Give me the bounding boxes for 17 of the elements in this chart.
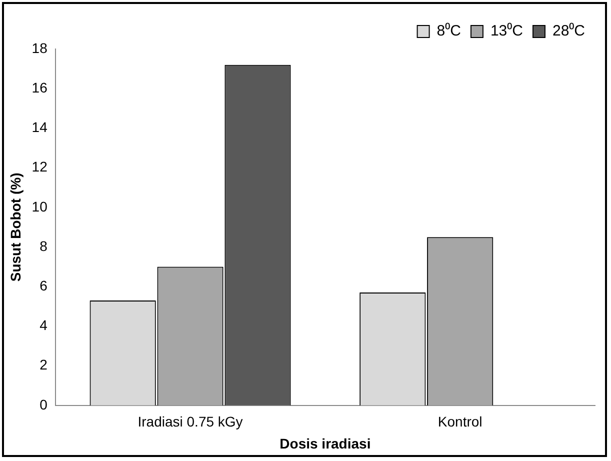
y-tick-label: 2 bbox=[40, 356, 48, 373]
y-tick-label: 6 bbox=[40, 277, 48, 294]
y-tick-label: 0 bbox=[40, 396, 48, 412]
legend-label: 13⁰C bbox=[490, 22, 524, 40]
y-tick-label: 14 bbox=[32, 119, 48, 136]
y-tick-label: 12 bbox=[32, 158, 48, 175]
y-axis-title: Susut Bobot (%) bbox=[7, 172, 24, 282]
y-tick-label: 16 bbox=[32, 79, 48, 96]
y-tick-label: 18 bbox=[32, 40, 48, 56]
x-tick-label: Iradiasi 0.75 kGy bbox=[138, 414, 243, 430]
x-tick-label: Kontrol bbox=[438, 414, 482, 430]
y-tick-label: 4 bbox=[40, 317, 48, 334]
y-tick-label: 8 bbox=[40, 238, 48, 254]
legend-label: 8⁰C bbox=[436, 22, 462, 40]
legend-label: 28⁰C bbox=[552, 22, 586, 40]
x-axis-title: Dosis iradiasi bbox=[280, 435, 371, 452]
y-tick-label: 10 bbox=[32, 198, 48, 214]
